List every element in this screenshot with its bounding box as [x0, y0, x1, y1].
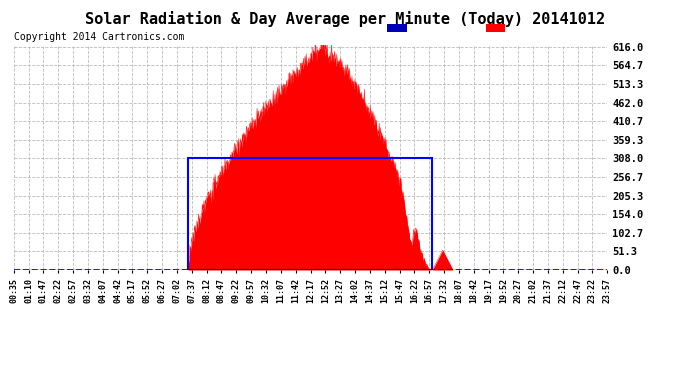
Legend: Median (W/m2), Radiation (W/m2): Median (W/m2), Radiation (W/m2)	[387, 23, 602, 33]
Bar	[188, 158, 433, 270]
Text: Solar Radiation & Day Average per Minute (Today) 20141012: Solar Radiation & Day Average per Minute…	[85, 11, 605, 27]
Text: Copyright 2014 Cartronics.com: Copyright 2014 Cartronics.com	[14, 32, 184, 42]
